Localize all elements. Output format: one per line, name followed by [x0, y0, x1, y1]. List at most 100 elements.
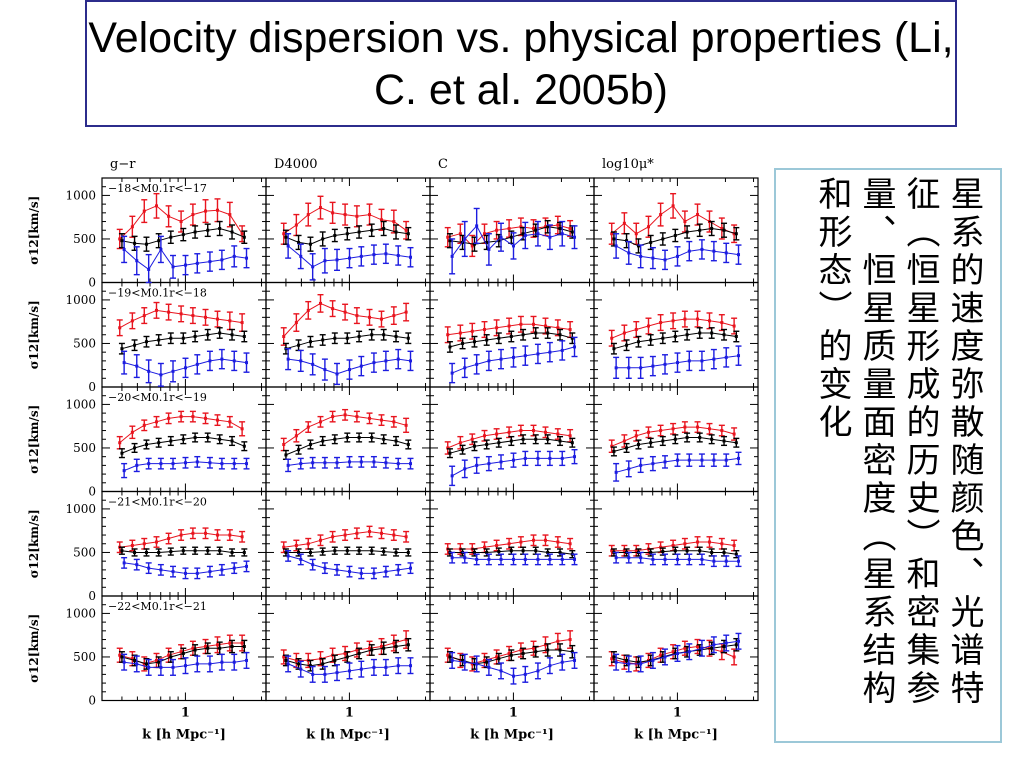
- slide-title-box: Velocity dispersion vs. physical propert…: [85, 0, 957, 127]
- series-line: [285, 227, 409, 245]
- row-label-4: −22<M0.1r<−21: [108, 600, 207, 613]
- data-point: [732, 232, 736, 236]
- series-red-r1-c0: [116, 301, 246, 337]
- series-blue-r3-c3: [613, 551, 742, 568]
- y-axis-label: σ12[km/s]: [27, 614, 41, 683]
- series-line: [121, 227, 245, 245]
- series-line: [287, 555, 411, 574]
- data-point: [573, 557, 577, 561]
- data-point: [568, 542, 572, 546]
- y-tick-label: 0: [88, 380, 96, 394]
- series-line: [283, 531, 407, 548]
- row-label-0: −18<M0.1r<−17: [108, 182, 207, 195]
- series-line: [449, 226, 573, 245]
- series-line: [616, 355, 739, 369]
- data-point: [406, 232, 410, 236]
- series-blue-r3-c0: [121, 556, 250, 580]
- series-red-r2-c2: [444, 424, 574, 455]
- panel-frame: [429, 177, 595, 284]
- data-point: [404, 310, 408, 314]
- y-tick-label: 1000: [65, 502, 96, 516]
- data-point: [242, 235, 246, 239]
- series-line: [447, 323, 571, 336]
- y-tick-label: 0: [88, 485, 96, 499]
- series-line: [285, 644, 409, 667]
- series-black-r2-c3: [610, 432, 740, 457]
- data-point: [568, 638, 572, 642]
- data-point: [409, 664, 413, 668]
- data-point: [404, 638, 408, 642]
- data-point: [240, 232, 244, 236]
- series-black-r4-c1: [282, 637, 412, 672]
- series-line: [121, 437, 245, 454]
- data-point: [568, 434, 572, 438]
- data-point: [737, 559, 741, 563]
- column-title-3: log10μ*: [602, 157, 654, 172]
- panel-r0-c2: [429, 177, 595, 284]
- series-black-r1-c0: [118, 327, 248, 355]
- series-line: [447, 539, 571, 550]
- series-line: [611, 205, 735, 235]
- series-line: [285, 437, 409, 456]
- series-blue-r0-c3: [613, 233, 742, 271]
- data-point: [240, 321, 244, 325]
- data-point: [732, 432, 736, 436]
- series-line: [613, 227, 737, 247]
- series-line: [285, 334, 409, 350]
- x-tick-label: 1: [509, 706, 518, 721]
- series-blue-r0-c0: [121, 235, 250, 284]
- panel-r3-c1: [265, 490, 431, 597]
- data-point: [573, 235, 577, 239]
- data-point: [734, 552, 738, 556]
- series-red-r2-c0: [116, 410, 246, 450]
- series-line: [119, 532, 243, 548]
- series-red-r1-c1: [280, 293, 410, 346]
- series-line: [449, 550, 573, 555]
- series-black-r2-c2: [446, 434, 576, 459]
- series-line: [121, 550, 245, 553]
- side-note-box: 星系的速度弥散随颜色、光谱特征（恒星形成的历史）和密集参量、恒星质量面密度（星系…: [774, 168, 1002, 743]
- y-tick-label: 500: [73, 441, 96, 455]
- slide-title: Velocity dispersion vs. physical propert…: [88, 13, 954, 114]
- series-line: [119, 309, 243, 329]
- series-black-r3-c1: [282, 546, 412, 557]
- data-point: [406, 336, 410, 340]
- y-tick-label: 500: [73, 650, 96, 664]
- data-point: [570, 650, 574, 654]
- data-point: [242, 444, 246, 448]
- data-point: [404, 423, 408, 427]
- series-black-r0-c1: [282, 220, 412, 252]
- data-point: [568, 227, 572, 231]
- series-red-r0-c2: [444, 215, 574, 258]
- series-blue-r4-c2: [449, 651, 578, 685]
- series-blue-r2-c1: [285, 455, 414, 473]
- series-blue-r1-c2: [449, 336, 578, 384]
- data-point: [570, 441, 574, 445]
- y-tick-label: 0: [88, 276, 96, 290]
- series-line: [119, 416, 243, 444]
- x-tick-label: 1: [181, 706, 190, 721]
- series-line: [616, 640, 739, 665]
- data-point: [573, 345, 577, 349]
- data-point: [737, 354, 741, 358]
- data-point: [734, 441, 738, 445]
- y-axis-label: σ12[km/s]: [27, 300, 41, 369]
- data-point: [245, 564, 249, 568]
- series-blue-r4-c1: [285, 655, 414, 683]
- y-tick-label: 0: [88, 694, 96, 708]
- series-line: [616, 557, 739, 562]
- series-line: [121, 646, 245, 665]
- y-axis-label: σ12[km/s]: [27, 405, 41, 474]
- y-tick-label: 500: [73, 545, 96, 559]
- panel-r3-c3: [593, 490, 759, 597]
- series-line: [288, 461, 411, 466]
- x-axis-label: k [h Mpc⁻¹]: [306, 728, 390, 743]
- data-point: [242, 550, 246, 554]
- series-line: [283, 414, 407, 445]
- data-point: [737, 456, 741, 460]
- data-point: [406, 643, 410, 647]
- series-line: [124, 659, 247, 668]
- column-title-0: g−r: [110, 157, 136, 172]
- series-line: [287, 245, 411, 268]
